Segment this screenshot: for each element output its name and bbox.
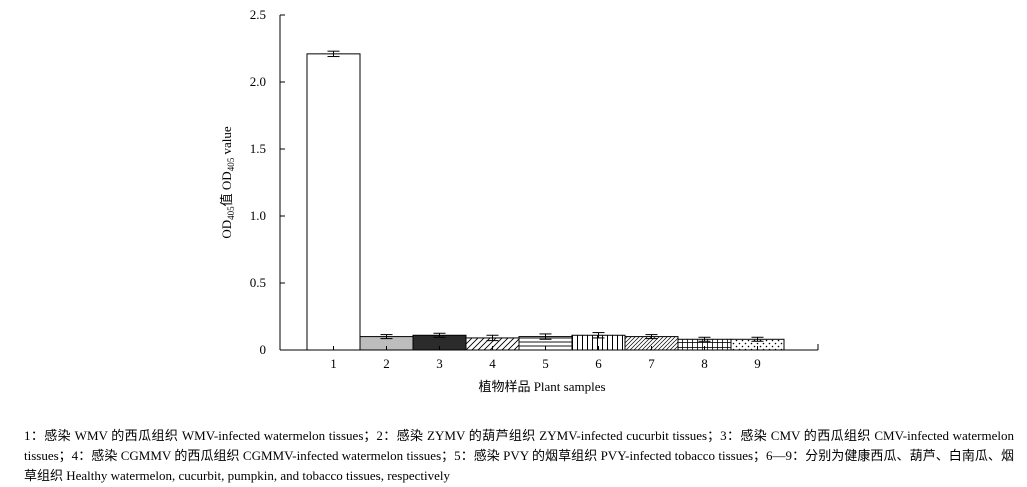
x-tick-label: 4 — [489, 356, 496, 371]
figure-caption: 1：感染 WMV 的西瓜组织 WMV-infected watermelon t… — [24, 428, 1014, 483]
x-tick-label: 3 — [436, 356, 443, 371]
x-tick-label: 8 — [701, 356, 708, 371]
x-tick-label: 6 — [595, 356, 602, 371]
bar-1 — [306, 53, 361, 351]
y-tick-label: 0 — [260, 342, 267, 357]
plot-area: 0 0.5 1.0 1.5 2.0 2.5 OD405值 OD405 value 1 2 3 4 5 6… — [219, 7, 819, 394]
x-axis-title: 植物样品 Plant samples — [478, 379, 605, 394]
y-tick-label: 0.5 — [250, 275, 266, 290]
x-tick-label: 2 — [383, 356, 390, 371]
x-tick-label: 1 — [330, 356, 337, 371]
x-tick-label: 9 — [754, 356, 761, 371]
y-tick-label: 1.0 — [250, 208, 266, 223]
x-tick-label: 5 — [542, 356, 549, 371]
y-axis-title: OD405值 OD405 value — [219, 126, 236, 238]
x-tick-label: 7 — [648, 356, 655, 371]
y-tick-label: 2.5 — [250, 7, 266, 22]
y-tick-label: 2.0 — [250, 74, 266, 89]
y-tick-label: 1.5 — [250, 141, 266, 156]
bar-chart: 0 0.5 1.0 1.5 2.0 2.5 OD405值 OD405 value 1 2 3 4 5 6… — [219, 7, 819, 394]
